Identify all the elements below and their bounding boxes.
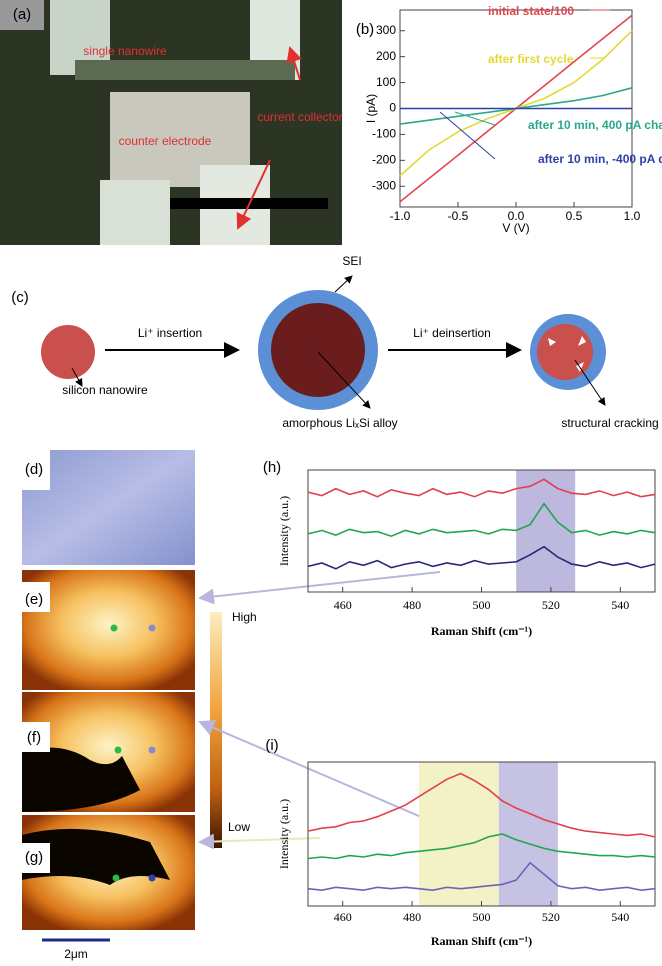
alloy-core <box>271 303 365 397</box>
caption: structural cracking <box>561 416 658 430</box>
panel-label: (f) <box>27 729 41 746</box>
series-label: after 10 min, 400 pA charge <box>528 118 662 132</box>
y-tick-label: -100 <box>372 127 396 141</box>
x-tick-label: 540 <box>611 910 629 924</box>
highlight-band <box>419 762 499 906</box>
panel-label: (h) <box>263 459 281 476</box>
x-tick-label: 540 <box>611 598 629 612</box>
series-label: after 10 min, -400 pA discharge <box>538 152 662 166</box>
cracked-core <box>537 324 593 380</box>
y-tick-label: 0 <box>389 101 396 115</box>
x-axis-label: Raman Shift (cm⁻¹) <box>431 624 532 638</box>
scale-label: 2μm <box>64 947 88 961</box>
y-axis-label: I (pA) <box>364 94 378 123</box>
step: Li⁺ insertion <box>138 326 202 340</box>
y-axis-label: Intensity (a.u.) <box>277 799 291 869</box>
caption: amorphous LiₓSi alloy <box>282 416 397 430</box>
data-line <box>308 547 655 569</box>
x-tick-label: 500 <box>473 598 491 612</box>
y-tick-label: 100 <box>376 75 396 89</box>
colorbar-high: High <box>232 610 257 624</box>
highlight-band <box>499 762 558 906</box>
series-label: after first cycle <box>488 52 574 66</box>
figure: (a) single nanowire current collector co… <box>0 0 662 966</box>
panel-label: (d) <box>25 461 43 478</box>
x-tick-label: 460 <box>334 910 352 924</box>
series-label: initial state/100 <box>488 4 574 18</box>
x-tick-label: -0.5 <box>448 209 469 223</box>
step: Li⁺ deinsertion <box>413 326 491 340</box>
arrow <box>335 276 352 292</box>
photo-a: (a) single nanowire current collector co… <box>0 0 343 245</box>
panel-label: (e) <box>25 591 43 608</box>
arrow <box>200 572 440 598</box>
annotation: counter electrode <box>119 134 212 148</box>
y-tick-label: -300 <box>372 178 396 192</box>
data-line <box>308 479 655 496</box>
chart: 460 480 500 520 540 (i) Raman Shift (cm⁻¹) Inte… <box>265 737 655 948</box>
x-tick-label: 0.5 <box>566 209 583 223</box>
raman-maps: (d) (e) (f) (g) High Low 2μm <box>22 450 470 961</box>
annotation: current collector <box>257 110 342 124</box>
panel-label: (b) <box>356 21 374 38</box>
x-axis-label: V (V) <box>502 221 529 235</box>
data-line <box>308 504 655 537</box>
caption: silicon nanowire <box>62 383 148 397</box>
chart: 460 480 500 520 540 (h) Raman Shift (cm⁻¹) Inte… <box>263 459 655 638</box>
panel-label: (c) <box>11 289 29 306</box>
y-tick-label: 300 <box>376 23 396 37</box>
x-axis-label: Raman Shift (cm⁻¹) <box>431 934 532 948</box>
x-tick-label: 480 <box>403 598 421 612</box>
caption: SEI <box>342 254 361 268</box>
schematic-c: (c) silicon nanowire Li⁺ insertion SEI a… <box>11 254 658 430</box>
x-tick-label: -1.0 <box>390 209 411 223</box>
x-tick-label: 460 <box>334 598 352 612</box>
x-tick-label: 500 <box>473 910 491 924</box>
colorbar-low: Low <box>228 820 250 834</box>
nanowire <box>41 325 95 379</box>
y-axis-label: Intensity (a.u.) <box>277 496 291 566</box>
y-tick-label: -200 <box>372 153 396 167</box>
panel-label: (a) <box>13 6 31 23</box>
panel-label: (i) <box>265 737 278 754</box>
x-tick-label: 520 <box>542 598 560 612</box>
panel-label: (g) <box>25 849 43 866</box>
x-tick-label: 480 <box>403 910 421 924</box>
plot-frame <box>308 470 655 592</box>
y-tick-label: 200 <box>376 49 396 63</box>
x-tick-label: 1.0 <box>624 209 641 223</box>
highlight-band <box>516 470 575 592</box>
x-tick-label: 520 <box>542 910 560 924</box>
annotation: single nanowire <box>83 44 167 58</box>
